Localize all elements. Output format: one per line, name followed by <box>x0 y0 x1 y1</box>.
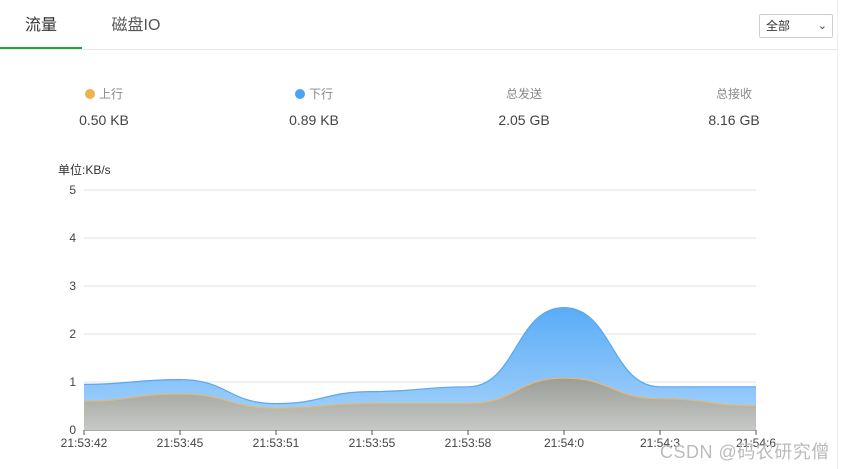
x-tick-label: 21:53:55 <box>349 436 396 450</box>
interface-select-value: 全部 <box>766 19 791 33</box>
x-tick-label: 21:53:58 <box>445 436 492 450</box>
stat-total-sent-value: 2.05 GB <box>498 112 550 128</box>
tab-bar: 流量 磁盘IO 全部 ⌄ <box>0 0 838 50</box>
stat-total-sent-label: 总发送 <box>505 87 542 101</box>
x-tick-label: 21:53:51 <box>253 436 300 450</box>
x-tick-label: 21:53:42 <box>61 436 108 450</box>
y-tick-label: 2 <box>69 327 76 341</box>
stat-download: 下行 0.89 KB <box>254 86 374 128</box>
x-tick-label: 21:54:0 <box>544 436 584 450</box>
stat-total-received-value: 8.16 GB <box>708 112 760 128</box>
stat-total-received-label: 总接收 <box>715 87 752 101</box>
series-line-download <box>83 306 756 405</box>
chart-unit-label: 单位:KB/s <box>58 163 111 177</box>
traffic-area-chart: 0 1 2 3 4 5 21:53:42 21:53:45 21:53:51 21:53:55 21… <box>61 183 777 450</box>
download-dot-icon <box>294 89 305 99</box>
y-tick-label: 4 <box>69 231 76 245</box>
x-tick-label: 21:54:3 <box>640 436 680 450</box>
x-tick-label: 21:54:6 <box>736 436 776 450</box>
y-tick-label: 1 <box>69 375 76 389</box>
tab-traffic[interactable]: 流量 <box>24 17 57 34</box>
watermark: CSDN @码农研究僧 <box>660 442 830 462</box>
stat-download-value: 0.89 KB <box>289 112 339 128</box>
tab-disk-io[interactable]: 磁盘IO <box>111 17 161 34</box>
chevron-down-icon: ⌄ <box>817 20 827 32</box>
y-tick-label: 5 <box>69 183 76 197</box>
series-line-upload <box>83 377 757 410</box>
y-tick-label: 0 <box>69 423 76 437</box>
active-tab-indicator <box>0 47 82 49</box>
interface-select[interactable]: 全部 ⌄ <box>759 14 833 38</box>
upload-dot-icon <box>84 89 95 99</box>
stat-total-sent: 总发送 2.05 GB <box>464 86 584 128</box>
x-tick-label: 21:53:45 <box>157 436 204 450</box>
stat-download-label: 下行 <box>308 87 333 101</box>
y-tick-label: 3 <box>69 279 76 293</box>
stat-upload-value: 0.50 KB <box>79 112 129 128</box>
stat-upload-label: 上行 <box>98 87 123 101</box>
stat-upload: 上行 0.50 KB <box>44 86 164 128</box>
stat-total-received: 总接收 8.16 GB <box>674 86 794 128</box>
